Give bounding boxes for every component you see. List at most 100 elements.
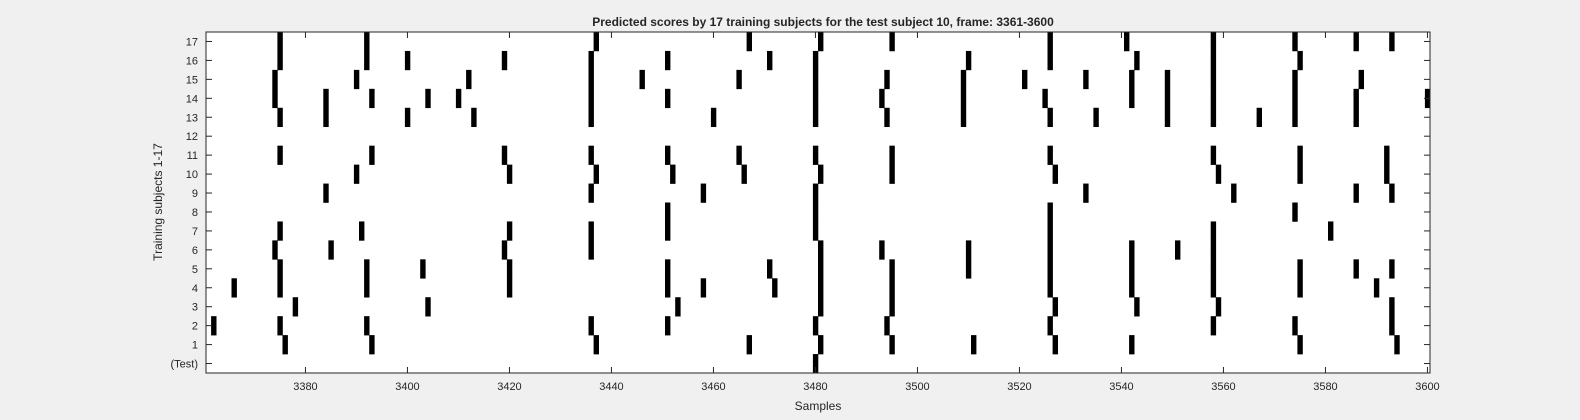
raster-mark-row-7-6 xyxy=(1047,221,1053,241)
raster-mark-row-4-1 xyxy=(277,278,283,298)
raster-mark-row-17-5 xyxy=(889,32,895,52)
raster-mark-row-4-0 xyxy=(231,278,237,298)
raster-mark-row-15-9 xyxy=(1022,69,1028,90)
raster-mark-row-5-8 xyxy=(965,259,972,279)
raster-mark-row-14-14 xyxy=(1292,88,1298,109)
x-tick-label-10: 3580 xyxy=(1313,381,1337,393)
raster-mark-row-5-3 xyxy=(506,259,513,279)
raster-mark-row-5-0 xyxy=(277,259,283,279)
raster-mark-row-3-2 xyxy=(675,297,681,317)
x-tick-label-11: 3600 xyxy=(1415,381,1439,393)
raster-mark-row-6-4 xyxy=(818,240,824,260)
raster-mark-row-10-6 xyxy=(889,164,895,184)
raster-mark-row-13-0 xyxy=(277,107,283,128)
raster-mark-row-5-12 xyxy=(1297,259,1303,279)
x-tick-label-4: 3460 xyxy=(701,381,725,393)
raster-mark-row-14-6 xyxy=(665,88,671,109)
raster-mark-row-16-5 xyxy=(665,50,671,71)
raster-mark-row-13-2 xyxy=(404,107,411,128)
raster-mark-row-2-6 xyxy=(884,316,890,336)
raster-mark-row-1-7 xyxy=(1052,335,1058,355)
raster-mark-row-6-9 xyxy=(1175,240,1181,260)
raster-mark-row-15-0 xyxy=(272,69,278,90)
raster-marks xyxy=(211,32,1431,374)
raster-mark-row-10-9 xyxy=(1297,164,1303,184)
raster-mark-row-13-8 xyxy=(960,107,967,128)
raster-mark-row-6-1 xyxy=(328,240,334,260)
raster-mark-row-15-14 xyxy=(1292,69,1298,90)
raster-mark-row-6-0 xyxy=(272,240,278,260)
y-tick-label-4: 4 xyxy=(192,283,198,295)
raster-mark-row-15-5 xyxy=(736,69,742,90)
raster-mark-row-11-3 xyxy=(588,145,594,165)
raster-mark-row-17-3 xyxy=(746,32,752,52)
raster-mark-row-8-1 xyxy=(812,202,819,222)
raster-mark-row-14-11 xyxy=(1129,88,1135,109)
raster-mark-row-16-6 xyxy=(767,50,773,71)
raster-mark-row-14-15 xyxy=(1353,88,1359,109)
raster-mark-row-2-2 xyxy=(364,316,370,336)
raster-mark-row-11-9 xyxy=(1210,145,1217,165)
raster-mark-row-6-8 xyxy=(1129,240,1135,260)
x-axis: 3380 3400 3420 3440 3460 3480 3500 3520 3540 3560… xyxy=(293,32,1440,393)
raster-mark-row-13-14 xyxy=(1292,107,1298,128)
raster-mark-row-15-4 xyxy=(639,69,645,90)
raster-mark-row-2-4 xyxy=(665,316,671,336)
raster-mark-row-1-8 xyxy=(1129,335,1135,355)
raster-mark-row-2-1 xyxy=(277,316,283,336)
raster-mark-row-10-8 xyxy=(1215,164,1222,184)
raster-mark-row-17-0 xyxy=(277,32,283,52)
raster-mark-row-16-1 xyxy=(364,50,370,71)
raster-mark-row-11-1 xyxy=(369,145,375,165)
raster-mark-row-8-2 xyxy=(1047,202,1053,222)
raster-mark-row-16-2 xyxy=(404,50,411,71)
raster-mark-row-16-0 xyxy=(277,50,283,71)
raster-mark-row-15-10 xyxy=(1083,69,1089,90)
raster-mark-row-17-11 xyxy=(1389,32,1395,52)
raster-mark-row-2-9 xyxy=(1292,316,1298,336)
raster-mark-row-2-10 xyxy=(1389,316,1395,336)
x-tick-label-5: 3480 xyxy=(803,381,827,393)
raster-mark-row-3-0 xyxy=(292,297,299,317)
y-tick-label-6: 6 xyxy=(192,245,198,257)
raster-mark-row-17-4 xyxy=(818,32,824,52)
raster-mark-row-5-11 xyxy=(1210,259,1217,279)
raster-mark-row-9-7 xyxy=(1389,183,1395,203)
raster-mark-row-7-7 xyxy=(1210,221,1217,241)
raster-mark-row-11-5 xyxy=(736,145,742,165)
raster-mark-row-2-7 xyxy=(1047,316,1053,336)
raster-mark-row-15-2 xyxy=(466,69,472,90)
raster-mark-row-3-5 xyxy=(1052,297,1058,317)
raster-mark-row-1-6 xyxy=(971,335,977,355)
raster-mark-row-17-2 xyxy=(593,32,599,52)
raster-mark-row-11-4 xyxy=(665,145,671,165)
raster-mark-row-13-12 xyxy=(1210,107,1217,128)
raster-mark-row-14-3 xyxy=(425,88,431,109)
y-tick-label-3: 3 xyxy=(192,302,198,314)
raster-mark-row-13-13 xyxy=(1256,107,1262,128)
raster-mark-row-13-1 xyxy=(323,107,329,128)
raster-mark-row-14-5 xyxy=(588,88,594,109)
raster-mark-row-13-9 xyxy=(1047,107,1053,128)
raster-mark-row-4-4 xyxy=(665,278,671,298)
raster-mark-row-11-2 xyxy=(501,145,508,165)
raster-mark-row-11-7 xyxy=(889,145,895,165)
raster-mark-row-7-4 xyxy=(665,221,671,241)
raster-mark-row-17-8 xyxy=(1210,32,1217,52)
raster-mark-row-16-9 xyxy=(1047,50,1053,71)
raster-mark-row-1-1 xyxy=(369,335,375,355)
raster-mark-row-3-4 xyxy=(889,297,895,317)
raster-mark-row-5-4 xyxy=(665,259,671,279)
raster-mark-row-16-8 xyxy=(965,50,972,71)
raster-mark-row-8-3 xyxy=(1292,202,1298,222)
raster-mark-row-11-0 xyxy=(277,145,283,165)
raster-mark-row-2-8 xyxy=(1210,316,1217,336)
raster-mark-row-5-10 xyxy=(1129,259,1135,279)
y-tick-label-1: 1 xyxy=(192,340,198,352)
raster-mark-row-9-1 xyxy=(588,183,594,203)
y-tick-label-5: 5 xyxy=(192,264,198,276)
raster-mark-row-7-1 xyxy=(359,221,365,241)
y-tick-label-11: 11 xyxy=(187,150,198,162)
raster-mark-row-16-3 xyxy=(501,50,508,71)
